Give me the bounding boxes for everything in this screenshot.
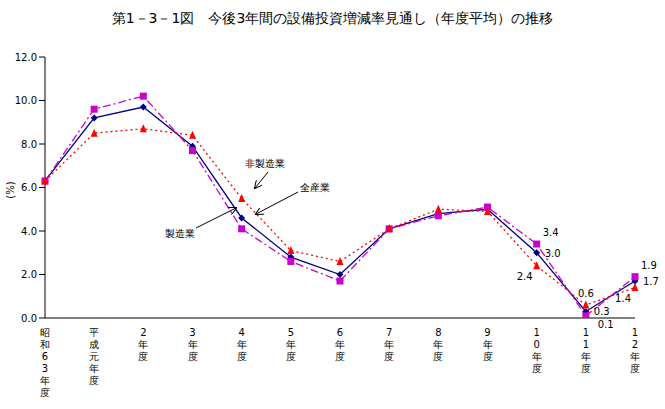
svg-text:度: 度: [335, 351, 345, 362]
svg-text:度: 度: [581, 363, 591, 374]
svg-text:9: 9: [484, 327, 490, 338]
svg-text:全産業: 全産業: [300, 182, 330, 193]
svg-text:度: 度: [40, 387, 50, 398]
svg-text:和: 和: [40, 339, 50, 350]
svg-text:8.0: 8.0: [21, 139, 37, 150]
svg-text:2.0: 2.0: [21, 269, 37, 280]
svg-text:度: 度: [188, 351, 198, 362]
svg-text:年: 年: [188, 339, 198, 350]
svg-text:年: 年: [335, 339, 345, 350]
svg-text:1: 1: [632, 327, 638, 338]
svg-text:1: 1: [583, 327, 589, 338]
svg-text:2: 2: [632, 339, 638, 350]
svg-text:度: 度: [630, 363, 640, 374]
svg-text:年: 年: [433, 339, 443, 350]
svg-text:12.0: 12.0: [15, 52, 37, 63]
svg-text:1.7: 1.7: [643, 276, 657, 287]
svg-text:5: 5: [288, 327, 294, 338]
svg-text:0.0: 0.0: [21, 313, 37, 324]
svg-text:1: 1: [583, 339, 589, 350]
svg-text:6.0: 6.0: [21, 182, 37, 193]
html-text:第1－3－1図 今後3年間の設備投資増減率見通し（年度平均）: 第1－3－1図 今後3年間の設備投資増減率見通し（年度平均）の推移: [111, 10, 554, 26]
svg-text:年: 年: [630, 351, 640, 362]
svg-text:6: 6: [337, 327, 343, 338]
svg-text:年: 年: [286, 339, 296, 350]
svg-text:1.9: 1.9: [641, 260, 657, 271]
svg-text:10.0: 10.0: [15, 95, 37, 106]
svg-text:0.3: 0.3: [594, 306, 610, 317]
svg-text:0.6: 0.6: [578, 288, 594, 299]
svg-text:0: 0: [533, 339, 539, 350]
svg-text:度: 度: [483, 351, 493, 362]
svg-text:3.4: 3.4: [543, 227, 559, 238]
svg-text:度: 度: [384, 351, 394, 362]
svg-text:度: 度: [286, 351, 296, 362]
svg-text:3.0: 3.0: [545, 248, 561, 259]
svg-text:(%): (%): [8, 181, 16, 198]
svg-text:年: 年: [40, 375, 50, 386]
svg-text:昭: 昭: [40, 327, 50, 338]
svg-text:3: 3: [189, 327, 195, 338]
svg-text:非製造業: 非製造業: [245, 158, 285, 169]
svg-text:0.1: 0.1: [598, 319, 614, 330]
svg-text:度: 度: [532, 363, 542, 374]
svg-text:年: 年: [138, 339, 148, 350]
svg-text:元: 元: [89, 351, 99, 362]
svg-text:7: 7: [386, 327, 392, 338]
svg-text:年: 年: [581, 351, 591, 362]
svg-text:度: 度: [89, 375, 99, 386]
svg-text:度: 度: [138, 351, 148, 362]
svg-text:製造業: 製造業: [165, 228, 195, 239]
svg-text:年: 年: [237, 339, 247, 350]
svg-text:年: 年: [483, 339, 493, 350]
svg-text:1.4: 1.4: [615, 293, 631, 304]
svg-text:年: 年: [384, 339, 394, 350]
svg-text:8: 8: [435, 327, 441, 338]
svg-text:年: 年: [89, 363, 99, 374]
svg-text:2: 2: [140, 327, 146, 338]
svg-text:年: 年: [532, 351, 542, 362]
svg-text:成: 成: [89, 339, 99, 350]
svg-text:3: 3: [42, 363, 48, 374]
svg-text:平: 平: [89, 327, 99, 338]
svg-text:2.4: 2.4: [517, 271, 533, 282]
svg-text:4.0: 4.0: [21, 226, 37, 237]
svg-text:度: 度: [237, 351, 247, 362]
svg-text:1: 1: [533, 327, 539, 338]
svg-text:度: 度: [433, 351, 443, 362]
svg-text:4: 4: [238, 327, 244, 338]
svg-text:6: 6: [42, 351, 48, 362]
